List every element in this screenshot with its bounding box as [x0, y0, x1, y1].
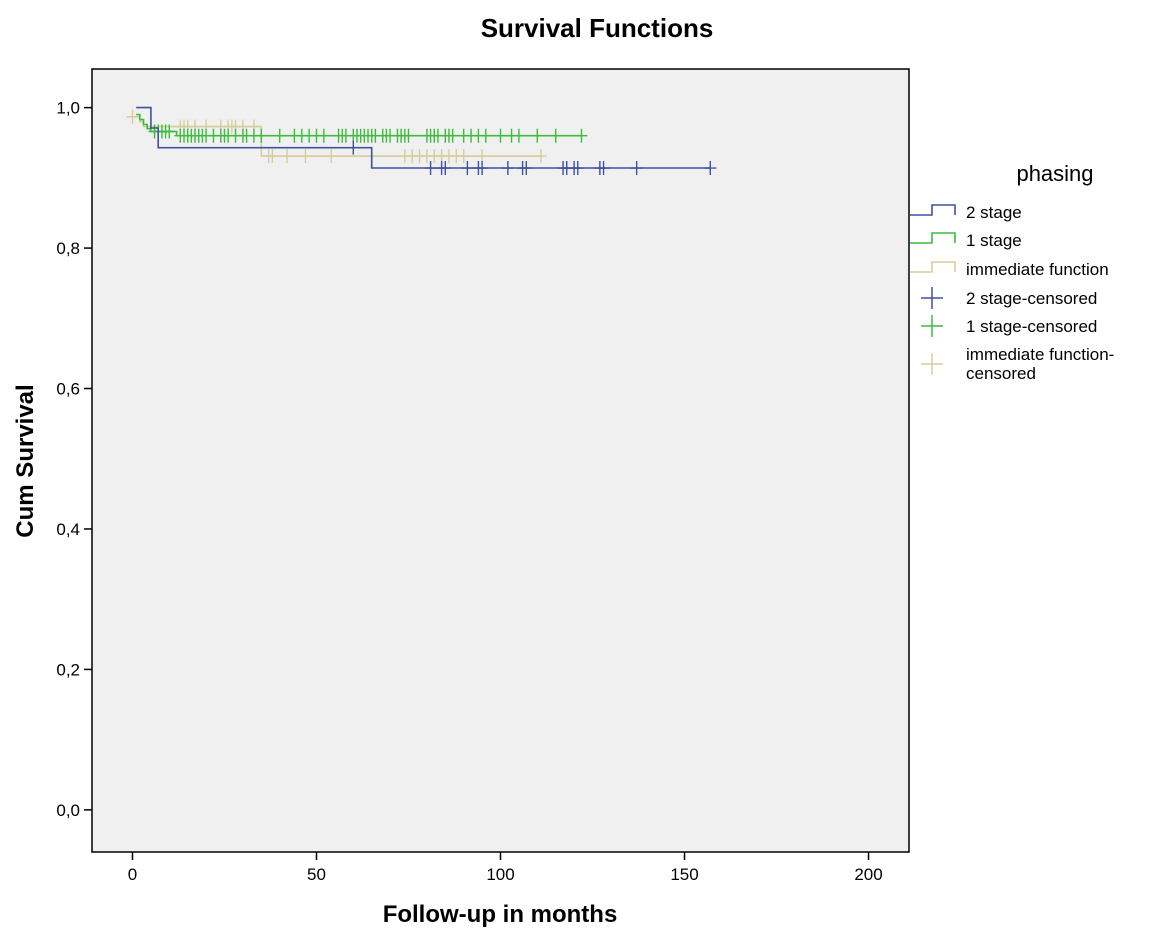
- x-tick-label: 150: [670, 865, 698, 884]
- series-2-stage: [136, 106, 717, 176]
- legend-label: 2 stage-censored: [966, 289, 1097, 308]
- y-tick-label: 0,0: [56, 801, 80, 820]
- y-axis-label: Cum Survival: [12, 384, 39, 537]
- censor-mark: [424, 161, 437, 176]
- censor-mark: [501, 161, 514, 176]
- censor-mark: [476, 149, 489, 164]
- legend-item-immediate-function-censored: immediate function-censored: [921, 345, 1114, 383]
- censor-mark: [325, 149, 338, 164]
- censor-mark: [347, 140, 360, 155]
- x-tick-label: 0: [128, 865, 137, 884]
- survival-line-2-stage: [136, 106, 711, 169]
- censor-mark: [266, 149, 279, 164]
- series-layer: [126, 106, 717, 176]
- legend-swatch: [910, 232, 956, 244]
- legend-label: 1 stage: [966, 231, 1022, 250]
- series-1-stage: [136, 113, 588, 143]
- censor-mark: [575, 128, 588, 143]
- censor-mark: [402, 128, 415, 143]
- legend-label: immediate function-: [966, 345, 1114, 364]
- censor-mark: [534, 149, 547, 164]
- censor-mark: [446, 128, 459, 143]
- legend-swatch: [910, 204, 956, 216]
- x-tick-label: 100: [486, 865, 514, 884]
- censor-mark: [479, 128, 492, 143]
- y-tick-label: 0,6: [56, 380, 80, 399]
- censor-mark: [531, 128, 544, 143]
- x-axis-label: Follow-up in months: [383, 901, 618, 928]
- censor-mark: [273, 128, 286, 143]
- censor-mark: [520, 161, 533, 176]
- legend-item-immediate-function: immediate function: [910, 260, 1109, 279]
- censor-mark: [571, 161, 584, 176]
- legend-label: censored: [966, 364, 1036, 383]
- y-tick-label: 1,0: [56, 99, 80, 118]
- censor-mark: [476, 161, 489, 176]
- legend-item-2-stage: 2 stage: [910, 203, 1022, 222]
- legend-item-2-stage-censored: 2 stage-censored: [921, 287, 1097, 309]
- censor-mark: [281, 149, 294, 164]
- censor-mark: [439, 161, 452, 176]
- chart-title: Survival Functions: [481, 13, 714, 43]
- legend-label: immediate function: [966, 260, 1109, 279]
- censor-mark: [630, 161, 643, 176]
- legend-item-1-stage-censored: 1 stage-censored: [921, 315, 1097, 337]
- censor-mark: [317, 128, 330, 143]
- y-tick-label: 0,2: [56, 660, 80, 679]
- legend-swatch: [910, 261, 956, 273]
- censor-mark: [126, 109, 139, 124]
- legend-item-1-stage: 1 stage: [910, 231, 1022, 250]
- legend-swatch: [921, 353, 943, 375]
- legend-title: phasing: [1016, 161, 1093, 186]
- x-tick-label: 200: [854, 865, 882, 884]
- censor-mark: [299, 149, 312, 164]
- censor-mark: [457, 149, 470, 164]
- censor-mark: [163, 124, 176, 139]
- censor-mark: [704, 161, 717, 176]
- x-axis: 0 50 100 150 200: [128, 852, 883, 884]
- censor-mark: [494, 128, 507, 143]
- x-tick-label: 50: [307, 865, 326, 884]
- y-tick-label: 0,8: [56, 239, 80, 258]
- plot-area: [91, 68, 910, 853]
- survival-line-1-stage: [136, 113, 582, 137]
- legend-label: 1 stage-censored: [966, 317, 1097, 336]
- legend: 2 stage 1 stage immediate function 2 stage-…: [910, 203, 1114, 383]
- legend-swatch: [921, 315, 943, 337]
- censor-mark: [549, 128, 562, 143]
- censor-mark: [512, 128, 525, 143]
- censor-mark: [461, 161, 474, 176]
- censor-mark: [597, 161, 610, 176]
- legend-label: 2 stage: [966, 203, 1022, 222]
- y-axis: 0,0 0,2 0,4 0,6 0,8 1,0: [56, 99, 92, 820]
- y-tick-label: 0,4: [56, 520, 80, 539]
- censor-mark: [255, 128, 268, 143]
- legend-swatch: [921, 287, 943, 309]
